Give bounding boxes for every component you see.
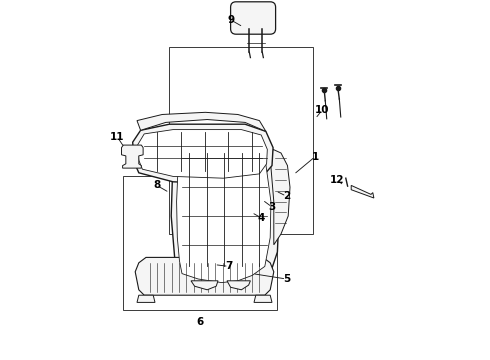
Polygon shape xyxy=(137,112,266,131)
Text: 1: 1 xyxy=(312,152,319,162)
Polygon shape xyxy=(122,145,143,168)
Polygon shape xyxy=(135,257,274,295)
Polygon shape xyxy=(133,124,273,184)
Polygon shape xyxy=(254,295,272,302)
FancyBboxPatch shape xyxy=(231,2,275,34)
Polygon shape xyxy=(227,281,250,290)
Polygon shape xyxy=(176,149,271,283)
Polygon shape xyxy=(138,130,268,178)
Text: 9: 9 xyxy=(227,15,234,25)
Text: 10: 10 xyxy=(315,105,330,115)
Polygon shape xyxy=(171,142,279,290)
Text: 3: 3 xyxy=(269,202,275,212)
Polygon shape xyxy=(351,185,374,198)
Text: 6: 6 xyxy=(196,317,204,327)
Text: 2: 2 xyxy=(283,191,290,201)
Polygon shape xyxy=(137,295,155,302)
Bar xyxy=(170,47,314,234)
Text: 4: 4 xyxy=(258,213,265,223)
Text: 5: 5 xyxy=(283,274,290,284)
Polygon shape xyxy=(270,149,290,245)
Bar xyxy=(122,176,277,310)
Text: 8: 8 xyxy=(153,180,160,190)
Text: 7: 7 xyxy=(225,261,232,271)
Text: 12: 12 xyxy=(330,175,344,185)
Text: 11: 11 xyxy=(110,132,124,142)
Polygon shape xyxy=(191,281,218,290)
